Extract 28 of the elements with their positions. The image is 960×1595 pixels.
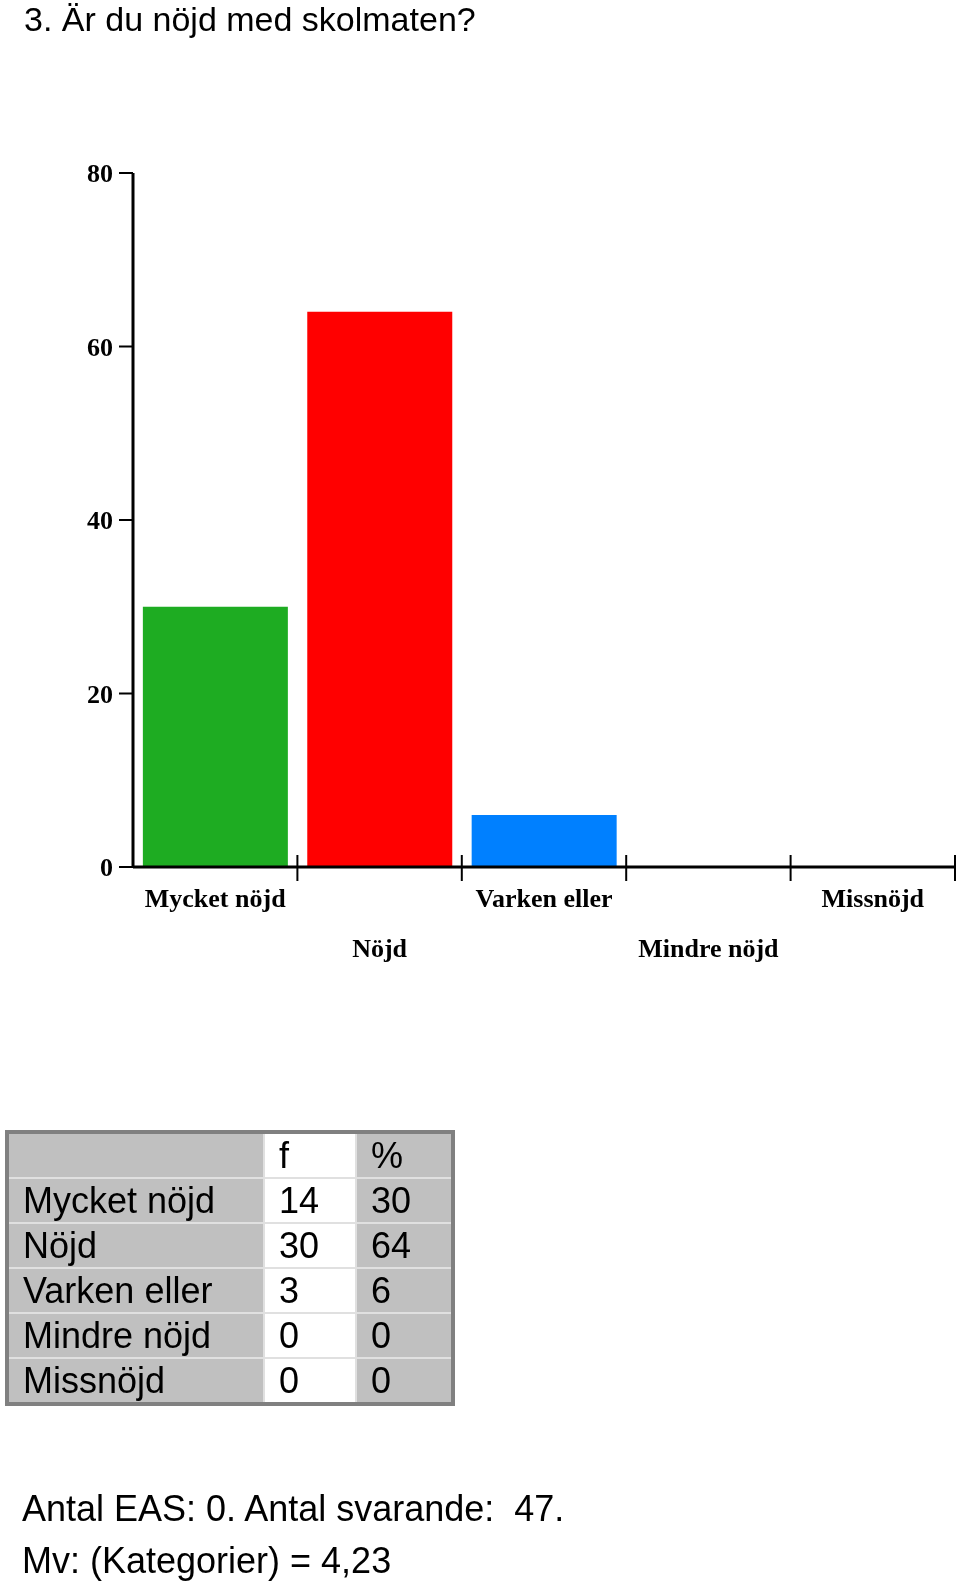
text: 30 bbox=[356, 1178, 453, 1223]
text: 0 bbox=[356, 1313, 453, 1358]
text: 0 bbox=[356, 1358, 453, 1404]
category-label: Missnöjd bbox=[23, 1359, 166, 1401]
text: Antal EAS: 0. Antal svarande: 47. bbox=[22, 1488, 565, 1530]
text: Mv: (Kategorier) = 4,23 bbox=[22, 1540, 392, 1582]
text: f bbox=[264, 1132, 356, 1178]
text: 0 bbox=[264, 1358, 356, 1404]
x-tick-label: Varken eller bbox=[475, 884, 613, 913]
chart-title: 3. Är du nöjd med skolmaten? bbox=[24, 0, 476, 39]
x-tick-label: Mycket nöjd bbox=[144, 884, 287, 913]
x-tick-label: Missnöjd bbox=[821, 884, 925, 913]
category-label: Mindre nöjd bbox=[23, 1314, 212, 1356]
text: 3 bbox=[264, 1268, 356, 1313]
text: % bbox=[356, 1132, 453, 1178]
text: 0 bbox=[264, 1313, 356, 1358]
text: 30 bbox=[264, 1223, 356, 1268]
y-tick-label: 60 bbox=[87, 332, 113, 362]
text: 64 bbox=[356, 1223, 453, 1268]
category-label: Varken eller bbox=[23, 1269, 213, 1311]
y-tick-label: 40 bbox=[87, 506, 113, 535]
text: 6 bbox=[356, 1268, 453, 1313]
y-tick-label: 80 bbox=[87, 159, 113, 188]
category-label: Mycket nöjd bbox=[23, 1179, 216, 1221]
category-label: Nöjd bbox=[23, 1224, 98, 1266]
y-tick-label: 0 bbox=[100, 853, 113, 882]
text: 14 bbox=[264, 1178, 356, 1223]
y-tick-label: 20 bbox=[87, 679, 113, 709]
